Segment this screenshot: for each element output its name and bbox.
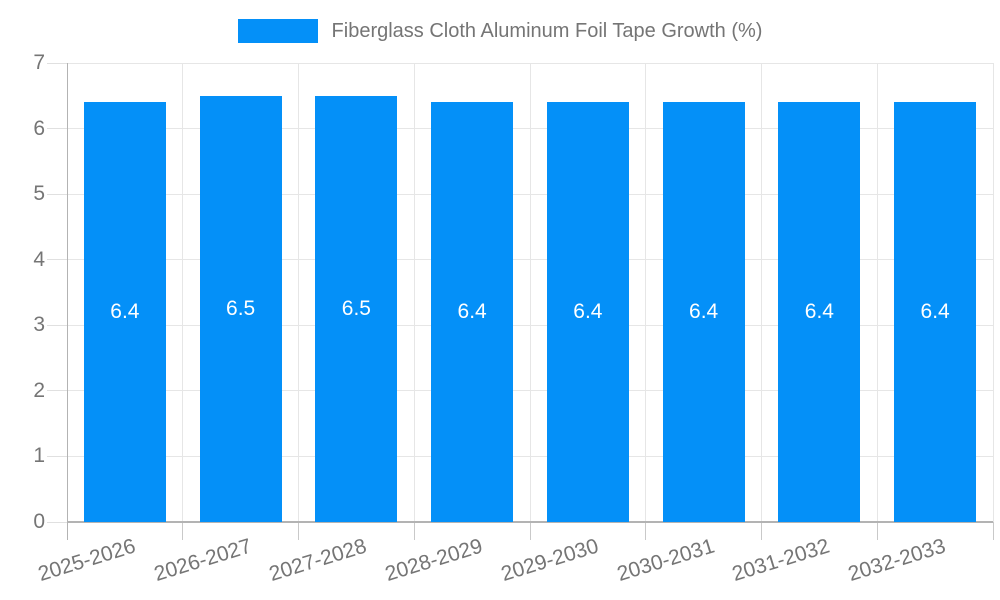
- bar-2026-2027[interactable]: [199, 95, 282, 522]
- y-axis-label: 3: [33, 313, 45, 337]
- x-axis-line: [67, 521, 993, 523]
- y-axis-tick: [47, 521, 67, 523]
- y-axis-label: 6: [33, 116, 45, 140]
- y-axis-label: 2: [33, 378, 45, 402]
- x-axis-label: 2025-2026: [35, 534, 139, 586]
- x-axis-tick: [876, 522, 878, 540]
- bar-value-label: 6.4: [920, 300, 950, 324]
- x-axis-tick: [529, 522, 531, 540]
- x-axis-label: 2027-2028: [266, 534, 370, 586]
- x-axis-label: 2031-2032: [729, 534, 833, 586]
- bar-value-label: 6.4: [457, 300, 487, 324]
- bar-value-label: 6.4: [573, 300, 603, 324]
- y-axis-tick: [47, 128, 67, 130]
- x-axis-tick: [182, 522, 184, 540]
- category-boundary-gridline: [992, 63, 994, 522]
- y-axis-line: [67, 63, 68, 540]
- bar-2028-2029[interactable]: [431, 102, 514, 522]
- bar-2031-2032[interactable]: [778, 102, 861, 522]
- bar-value-label: 6.4: [804, 300, 834, 324]
- x-axis-label: 2030-2031: [614, 534, 717, 586]
- category-boundary-gridline: [298, 63, 299, 522]
- y-axis-label: 7: [33, 51, 45, 74]
- plot-area: 0 1 2 3 4 5 6 7 6.4 2025-2026 6.5 2026-2027 6.5 2027-…: [33, 51, 994, 586]
- bar-2027-2028[interactable]: [315, 95, 398, 522]
- category-boundary-gridline: [413, 63, 415, 522]
- bar-value-label: 6.5: [341, 296, 371, 320]
- y-axis-tick: [47, 193, 67, 195]
- y-axis-tick: [47, 62, 67, 64]
- y-axis-tick: [47, 390, 67, 392]
- category-boundary-gridline: [761, 63, 762, 522]
- bar-value-label: 6.4: [689, 300, 719, 324]
- legend-label: Fiberglass Cloth Aluminum Foil Tape Grow…: [331, 19, 763, 42]
- bar-2025-2026[interactable]: [83, 102, 166, 522]
- y-axis-label: 1: [33, 444, 45, 468]
- y-axis-tick: [47, 455, 67, 457]
- y-axis-label: 5: [33, 182, 45, 206]
- x-axis-label: 2026-2027: [151, 534, 254, 586]
- bar-value-label: 6.4: [110, 300, 140, 324]
- chart-legend[interactable]: Fiberglass Cloth Aluminum Foil Tape Grow…: [0, 17, 1000, 45]
- bar-2029-2030[interactable]: [546, 102, 629, 522]
- y-axis-tick: [47, 259, 67, 261]
- y-axis-tick: [47, 324, 67, 326]
- x-axis-label: 2028-2029: [382, 534, 486, 586]
- category-boundary-gridline: [529, 63, 531, 522]
- bar-2032-2033[interactable]: [894, 102, 977, 522]
- x-axis-tick: [413, 522, 415, 540]
- category-boundary-gridline: [182, 63, 184, 522]
- legend-swatch: [237, 19, 318, 43]
- x-axis-label: 2029-2030: [498, 534, 602, 586]
- bar-2030-2031[interactable]: [662, 102, 745, 522]
- y-axis-label: 0: [33, 510, 45, 533]
- y-axis-label: 4: [33, 247, 45, 271]
- x-axis-tick: [992, 522, 994, 540]
- x-axis-tick: [645, 522, 647, 540]
- x-axis-label: 2032-2033: [845, 534, 949, 586]
- bar-value-label: 6.5: [226, 296, 256, 320]
- x-axis-tick: [761, 522, 762, 540]
- category-boundary-gridline: [645, 63, 647, 522]
- x-axis-tick: [298, 522, 299, 540]
- category-boundary-gridline: [876, 63, 878, 522]
